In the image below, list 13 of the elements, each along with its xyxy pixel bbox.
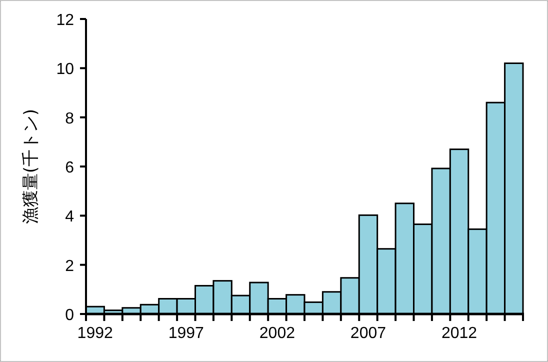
y-tick-label: 2 — [65, 258, 74, 275]
y-tick-label: 8 — [65, 110, 74, 128]
y-tick-label: 12 — [56, 12, 74, 29]
x-tick-label: 2007 — [350, 325, 386, 342]
y-tick-label: 10 — [56, 61, 74, 78]
y-tick-label: 0 — [65, 307, 74, 324]
x-tick-label: 2012 — [441, 325, 478, 342]
x-tick-label: 1992 — [77, 325, 114, 342]
x-tick-label: 1997 — [168, 325, 204, 342]
y-axis-title: 漁獲量(千トン) — [21, 108, 41, 224]
x-tick-label: 2002 — [259, 325, 296, 342]
y-tick-label: 4 — [65, 208, 74, 226]
y-tick-label: 6 — [65, 160, 74, 176]
